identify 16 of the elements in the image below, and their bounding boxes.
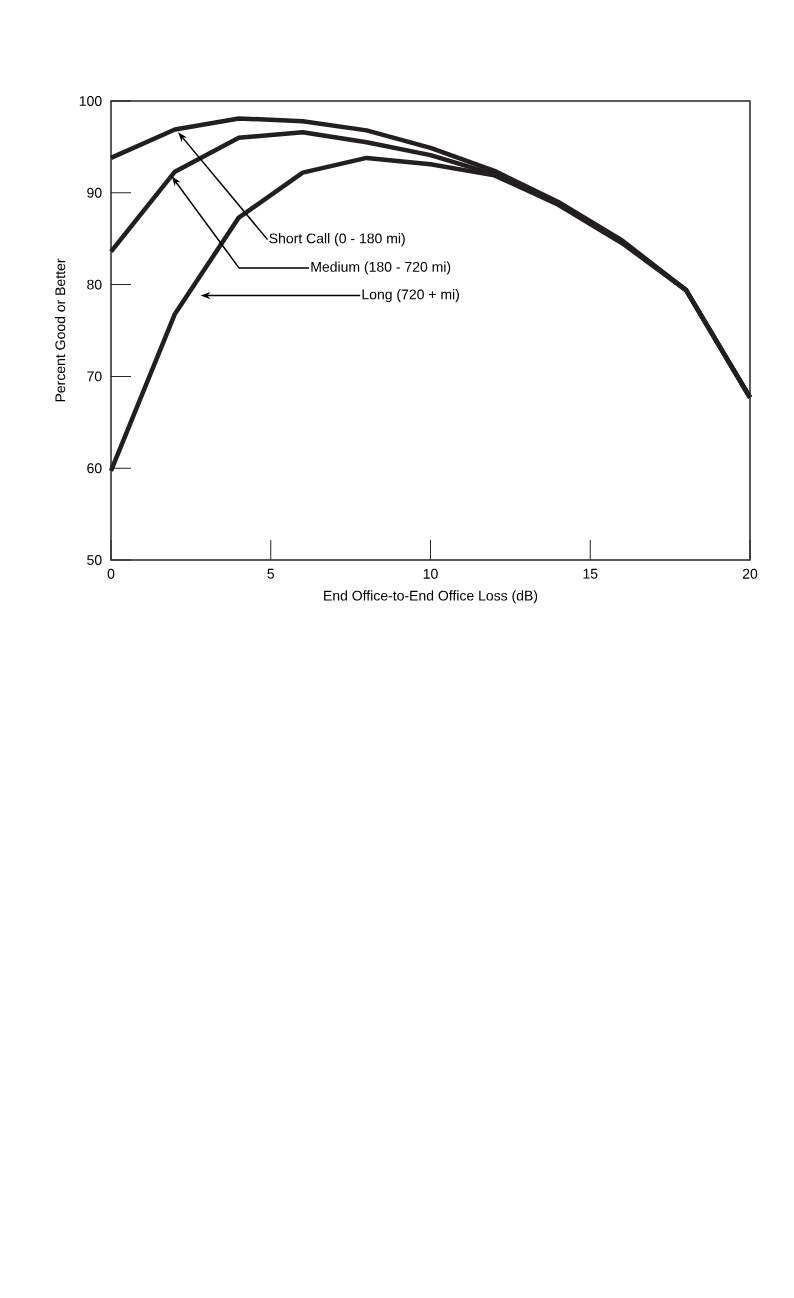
annotation: Medium (180 - 720 mi) — [311, 261, 451, 275]
x-tick-label: 10 — [423, 568, 438, 579]
y-tick-label: 50 — [87, 555, 102, 565]
annotation: Short Call (0 - 180 mi) — [269, 233, 405, 247]
y-tick-label: 60 — [87, 463, 102, 474]
x-tick-label: 5 — [267, 568, 275, 579]
y-tick-label: 100 — [79, 96, 102, 106]
annotation: Long (720 + mi) — [362, 289, 459, 303]
x-tick-label: 0 — [107, 568, 115, 579]
y-axis-title: Percent Good or Better — [54, 258, 66, 402]
y-tick-label: 80 — [87, 279, 102, 290]
y-tick-label: 90 — [87, 187, 102, 198]
x-tick-label: 15 — [583, 568, 598, 579]
x-tick-label: 20 — [742, 568, 758, 579]
y-tick-label: 70 — [87, 371, 102, 382]
x-axis-title: End Office-to-End Office Loss (dB) — [324, 590, 538, 604]
